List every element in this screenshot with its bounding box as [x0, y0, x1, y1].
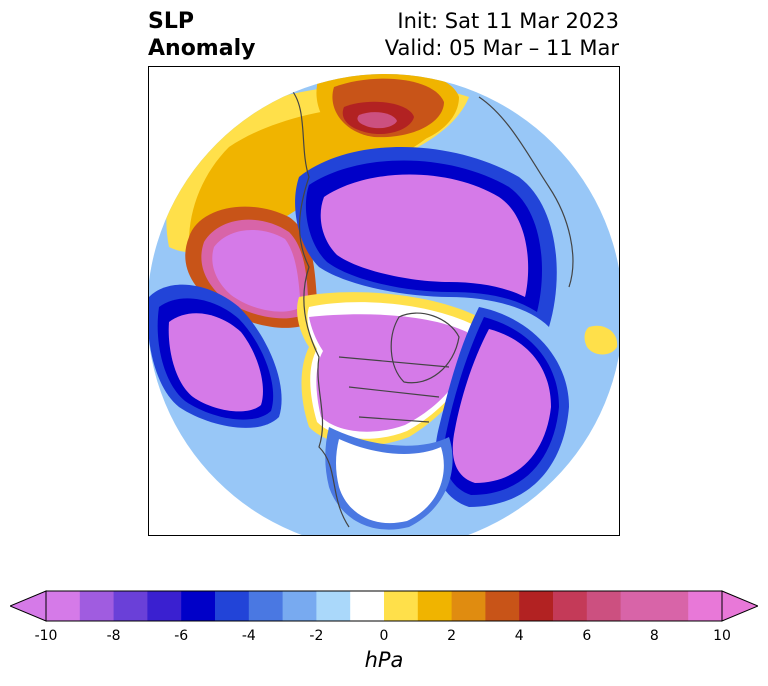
- colorbar-bin: [485, 591, 520, 621]
- plot-title-left: SLP Anomaly: [148, 8, 255, 62]
- colorbar-extend-max: [721, 590, 758, 622]
- colorbar-tick-label: 8: [649, 628, 659, 644]
- map-panel: [148, 66, 620, 536]
- title-variable: SLP: [148, 9, 194, 34]
- colorbar-tick-label: 4: [514, 628, 524, 644]
- colorbar-bin: [553, 591, 588, 621]
- colorbar-tick-label: -8: [106, 628, 121, 644]
- colorbar-bin: [79, 591, 115, 621]
- colorbar-bin: [384, 591, 419, 621]
- title-field: Anomaly: [148, 36, 256, 61]
- colorbar: [10, 590, 758, 622]
- colorbar-bin: [688, 591, 723, 621]
- slp-anomaly-map: [149, 74, 619, 535]
- colorbar-tick-label: 6: [582, 628, 592, 644]
- plot-title-right: Init: Sat 11 Mar 2023 Valid: 05 Mar – 11…: [385, 8, 619, 62]
- colorbar-bin: [654, 591, 689, 621]
- colorbar-extend-min: [10, 590, 47, 622]
- colorbar-bin: [620, 591, 655, 621]
- colorbar-bin: [316, 591, 351, 621]
- colorbar-bin: [519, 591, 554, 621]
- colorbar-bin: [147, 591, 182, 621]
- colorbar-tick-label: -10: [34, 628, 58, 644]
- colorbar-bin: [181, 591, 216, 621]
- colorbar-bin: [46, 591, 81, 621]
- colorbar-tick-label: -6: [174, 628, 189, 644]
- colorbar-bin: [586, 591, 622, 621]
- colorbar-bin: [417, 591, 453, 621]
- colorbar-bin: [282, 591, 317, 621]
- colorbar-tick-label: 10: [713, 628, 731, 644]
- colorbar-bin: [451, 591, 486, 621]
- init-date: Init: Sat 11 Mar 2023: [397, 9, 619, 33]
- colorbar-bin: [248, 591, 284, 621]
- colorbar-bin: [215, 591, 250, 621]
- colorbar-tick-label: -4: [241, 628, 256, 644]
- colorbar-bin: [350, 591, 385, 621]
- colorbar-label: hPa: [364, 648, 404, 672]
- colorbar-bin: [113, 591, 148, 621]
- colorbar-tick-label: 0: [379, 628, 389, 644]
- valid-range: Valid: 05 Mar – 11 Mar: [384, 36, 619, 60]
- colorbar-tick-label: 2: [447, 628, 457, 644]
- colorbar-tick-label: -2: [309, 628, 324, 644]
